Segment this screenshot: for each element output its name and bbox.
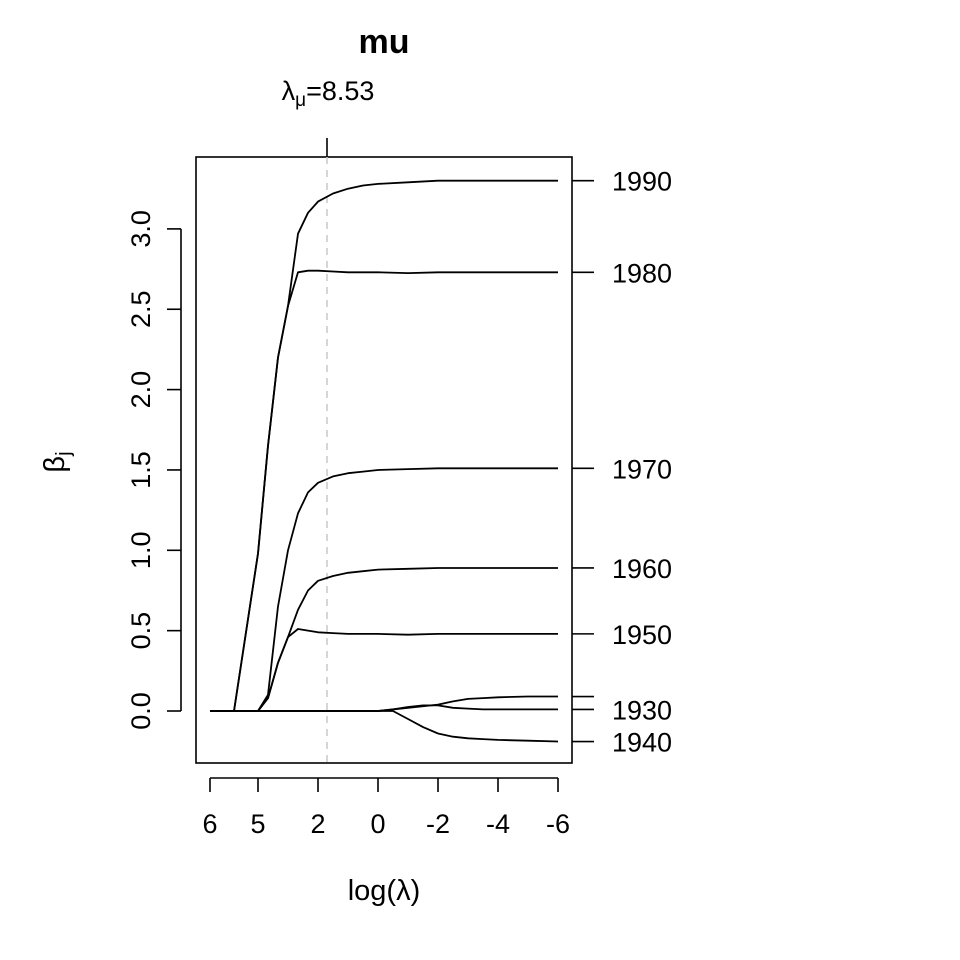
y-axis-title: βj xyxy=(39,451,75,472)
x-tick-label: -2 xyxy=(426,809,450,839)
series-label: 1930 xyxy=(612,695,672,725)
plot-frame xyxy=(195,156,573,764)
y-tick-label: 0.5 xyxy=(126,612,156,650)
x-tick-label: -4 xyxy=(486,809,510,839)
series-line xyxy=(210,269,558,712)
x-tick-label: 0 xyxy=(370,809,385,839)
y-axis-title-main: β xyxy=(39,456,71,473)
y-tick-label: 1.0 xyxy=(126,532,156,570)
x-tick-label: 5 xyxy=(250,809,265,839)
y-tick-label: 3.0 xyxy=(126,210,156,248)
series-label: 1990 xyxy=(612,167,672,197)
selected-lambda-label: λμ=8.53 xyxy=(282,76,375,111)
series-label: 1950 xyxy=(612,620,672,650)
y-axis-title-sub: j xyxy=(53,451,75,456)
chart-title: mu xyxy=(359,23,410,61)
x-tick-label: 2 xyxy=(310,809,325,839)
lambda-symbol: λ xyxy=(282,76,296,106)
series-line xyxy=(210,567,558,712)
series-label: 1970 xyxy=(612,454,672,484)
series-label: 1940 xyxy=(612,728,672,758)
series-line xyxy=(210,628,558,712)
x-axis-title: log(λ) xyxy=(348,875,421,907)
y-tick-label: 0.0 xyxy=(126,692,156,730)
series-label: 1960 xyxy=(612,554,672,584)
y-tick-label: 1.5 xyxy=(126,451,156,489)
series-label: 1980 xyxy=(612,258,672,288)
plot-area: 6 5 2 0 -2 -4 -6 0.0 0.5 1.0 1.5 2.0 2.5 3.0 1990 1980 1… xyxy=(126,138,672,839)
lambda-value: =8.53 xyxy=(306,76,374,106)
series-line xyxy=(210,710,559,743)
lambda-subscript: μ xyxy=(295,90,306,111)
y-tick-label: 2.5 xyxy=(126,290,156,328)
svg-text:βj: βj xyxy=(39,451,75,472)
y-tick-label: 2.0 xyxy=(126,371,156,409)
x-tick-label: -6 xyxy=(546,809,570,839)
series-line xyxy=(210,179,558,712)
x-tick-label: 6 xyxy=(202,809,217,839)
